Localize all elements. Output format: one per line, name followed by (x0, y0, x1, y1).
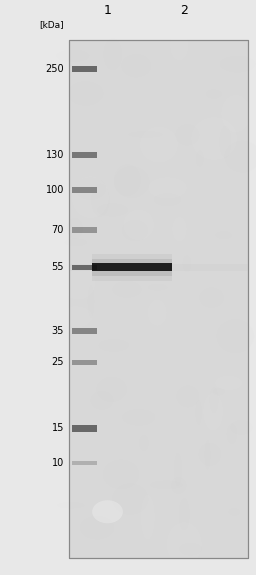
Bar (72, 227, 97, 233)
Bar (92, 263, 172, 271)
Bar (69, 40, 248, 558)
Text: 1: 1 (104, 4, 111, 17)
Bar (72, 425, 97, 432)
Bar (72, 187, 97, 193)
Bar (72, 360, 97, 365)
Bar (72, 66, 97, 72)
Text: 100: 100 (46, 185, 64, 195)
Text: 35: 35 (52, 325, 64, 336)
Text: 70: 70 (52, 225, 64, 235)
Text: 55: 55 (51, 262, 64, 273)
Text: 130: 130 (46, 150, 64, 160)
Bar (69, 264, 248, 271)
Bar (72, 328, 97, 334)
Bar (92, 254, 172, 281)
Ellipse shape (92, 500, 123, 523)
Bar (92, 259, 172, 276)
Text: 250: 250 (45, 64, 64, 74)
Bar (72, 152, 97, 158)
Text: 10: 10 (52, 458, 64, 468)
Text: [kDa]: [kDa] (39, 20, 64, 29)
Bar (69, 40, 248, 558)
Text: 2: 2 (180, 4, 188, 17)
Bar (72, 264, 97, 270)
Text: 15: 15 (52, 423, 64, 434)
Bar (72, 461, 97, 465)
Text: 25: 25 (51, 357, 64, 367)
